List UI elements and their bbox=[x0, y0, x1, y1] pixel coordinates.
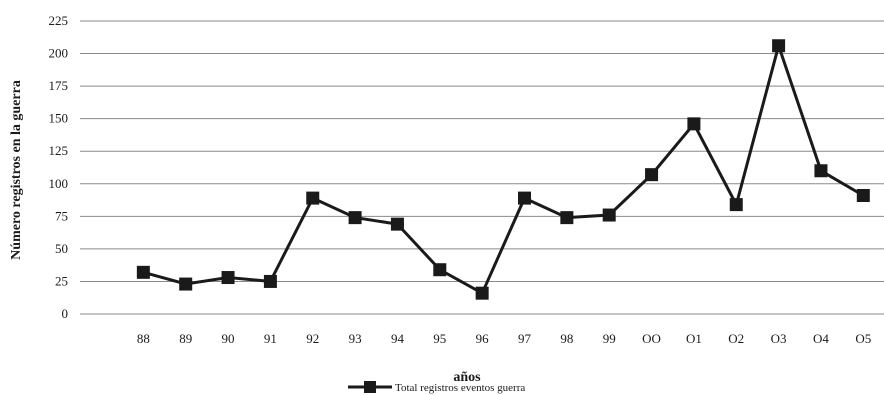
data-point-marker bbox=[263, 274, 277, 288]
data-point-marker bbox=[348, 211, 362, 225]
x-tick-label: O2 bbox=[728, 331, 744, 346]
data-point-marker bbox=[602, 208, 616, 222]
y-tick-label: 150 bbox=[49, 111, 69, 126]
x-tick-label: 99 bbox=[603, 331, 616, 346]
data-point-marker bbox=[433, 263, 447, 277]
series-layer bbox=[136, 39, 870, 300]
legend-marker bbox=[364, 381, 376, 393]
x-tick-label: 92 bbox=[306, 331, 319, 346]
data-point-marker bbox=[560, 211, 574, 225]
y-tick-label: 100 bbox=[49, 176, 69, 191]
x-tick-label: 93 bbox=[349, 331, 362, 346]
y-tick-label: 50 bbox=[55, 241, 68, 256]
x-axis-label: años bbox=[453, 370, 481, 385]
x-tick-label: OO bbox=[642, 331, 661, 346]
data-point-marker bbox=[856, 188, 870, 202]
x-tick-label: O1 bbox=[686, 331, 702, 346]
x-tick-labels: 88 89 90 91 92 93 94 95 96 97 98 99 OO O1 O2 O3 O4 O5 bbox=[137, 331, 871, 346]
y-tick-label: 0 bbox=[62, 306, 69, 321]
x-tick-label: 90 bbox=[222, 331, 235, 346]
data-point-marker bbox=[729, 198, 743, 212]
data-point-marker bbox=[179, 277, 193, 291]
x-tick-label: O3 bbox=[771, 331, 787, 346]
y-tick-label: 25 bbox=[55, 273, 68, 288]
series-line bbox=[142, 40, 865, 296]
data-point-marker bbox=[475, 286, 489, 300]
x-tick-label: O4 bbox=[813, 331, 829, 346]
x-tick-label: 97 bbox=[518, 331, 532, 346]
y-tick-label: 175 bbox=[49, 78, 69, 93]
data-point-marker bbox=[687, 117, 701, 131]
x-tick-label: O5 bbox=[855, 331, 871, 346]
data-point-marker bbox=[814, 164, 828, 178]
legend-label: Total registros eventos guerra bbox=[395, 382, 525, 394]
y-tick-label: 125 bbox=[49, 143, 69, 158]
data-point-marker bbox=[306, 191, 320, 205]
y-tick-label: 75 bbox=[55, 208, 68, 223]
x-tick-label: 95 bbox=[433, 331, 446, 346]
y-axis-label: Número registros en la guerra bbox=[9, 80, 24, 260]
x-tick-label: 94 bbox=[391, 331, 405, 346]
data-point-marker bbox=[518, 191, 531, 205]
x-tick-label: 91 bbox=[264, 331, 277, 346]
x-tick-label: 96 bbox=[476, 331, 490, 346]
x-tick-label: 89 bbox=[179, 331, 192, 346]
y-tick-label: 200 bbox=[49, 46, 69, 61]
data-point-marker bbox=[772, 39, 786, 53]
gridlines bbox=[80, 20, 884, 315]
legend: Total registros eventos guerra bbox=[348, 381, 525, 394]
data-point-marker bbox=[390, 217, 404, 231]
y-tick-labels: 0 25 50 75 100 125 150 175 200 225 bbox=[49, 13, 69, 321]
data-point-marker bbox=[136, 265, 150, 279]
data-point-marker bbox=[645, 168, 659, 182]
data-point-marker bbox=[221, 271, 235, 285]
x-tick-label: 98 bbox=[560, 331, 573, 346]
y-tick-label: 225 bbox=[49, 13, 69, 28]
x-tick-label: 88 bbox=[137, 331, 150, 346]
